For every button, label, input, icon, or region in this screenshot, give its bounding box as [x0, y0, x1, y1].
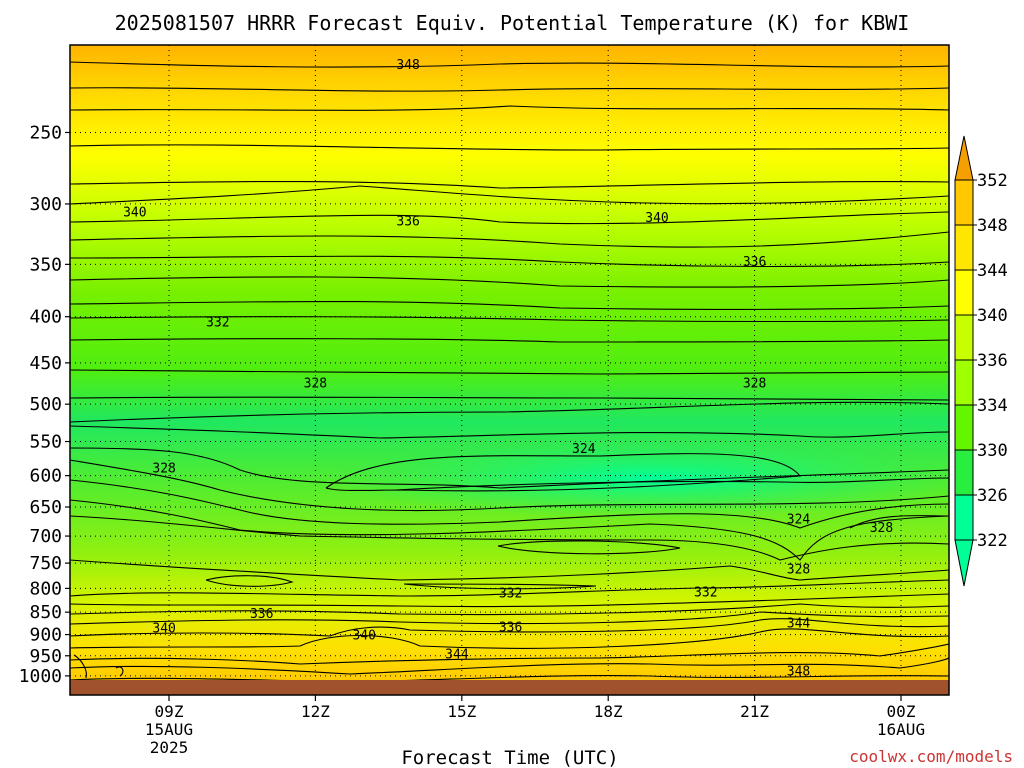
- y-tick-label: 600: [29, 466, 62, 487]
- colorbar-top-arrow: [954, 135, 974, 181]
- contour-label: 336: [499, 621, 522, 636]
- colorbar-bottom-arrow: [954, 539, 974, 587]
- contour-label: 332: [499, 586, 522, 601]
- colorbar-segment: [954, 314, 974, 361]
- x-tick-label: 15AUG: [145, 720, 193, 739]
- colorbar: 352 348 344 340 336 334 330 326 322: [954, 135, 1008, 587]
- contour-label: 340: [123, 206, 146, 221]
- colorbar-label: 348: [977, 216, 1008, 236]
- contour-label: 324: [572, 442, 596, 457]
- y-tick-label: 850: [29, 602, 62, 623]
- y-tick-label: 900: [29, 625, 62, 646]
- colorbar-label: 340: [977, 306, 1008, 326]
- contour-label: 328: [787, 562, 810, 577]
- y-tick-label: 800: [29, 578, 62, 599]
- x-tick-label: 18Z: [594, 702, 623, 721]
- x-tick-label: 00Z: [887, 702, 916, 721]
- colorbar-label: 336: [977, 351, 1008, 371]
- plot-area: [70, 45, 949, 695]
- y-tick-label: 1000: [19, 666, 62, 687]
- ground-layer: [70, 680, 949, 695]
- y-tick-label: 950: [29, 646, 62, 667]
- colorbar-label: 334: [977, 396, 1008, 416]
- y-tick-label: 350: [29, 254, 62, 275]
- contour-labels: 348 340 336 340 336 332 328 328 324 328 324 328 328 3…: [123, 58, 893, 679]
- watermark: coolwx.com/models: [849, 747, 1013, 766]
- contour-label: 340: [352, 629, 375, 644]
- colorbar-label: 344: [977, 261, 1008, 281]
- min-theta-e-core: [330, 438, 949, 518]
- colorbar-segment: [954, 269, 974, 316]
- y-tick-label: 500: [29, 394, 62, 415]
- colorbar-segment: [954, 359, 974, 406]
- contour-label: 336: [250, 607, 273, 622]
- y-tick-label: 450: [29, 353, 62, 374]
- colorbar-segment: [954, 179, 974, 226]
- contour-label: 328: [743, 376, 766, 391]
- contour-label: 344: [787, 617, 811, 632]
- colorbar-label: 322: [977, 531, 1008, 551]
- colorbar-label: 326: [977, 486, 1008, 506]
- chart-title: 2025081507 HRRR Forecast Equiv. Potentia…: [115, 11, 910, 35]
- contour-label: 328: [870, 521, 893, 536]
- contour-label: 348: [787, 664, 810, 679]
- colorbar-segment: [954, 494, 974, 541]
- contour-label: 332: [694, 585, 717, 600]
- colorbar-label: 352: [977, 171, 1008, 191]
- y-axis: 2503003504004505005506006507007508008509…: [19, 122, 70, 687]
- plot-frame: [69, 44, 950, 696]
- contour-label: 348: [396, 58, 419, 73]
- y-tick-label: 250: [29, 122, 62, 143]
- x-tick-label: 09Z: [155, 702, 184, 721]
- grid-lines: [70, 45, 949, 695]
- contour-label: 336: [396, 215, 419, 230]
- colorbar-segment: [954, 404, 974, 451]
- x-tick-label: 2025: [150, 738, 189, 757]
- y-tick-label: 650: [29, 497, 62, 518]
- contour-label: 336: [743, 255, 766, 270]
- contour-label: 328: [304, 376, 327, 391]
- contour-label: 340: [645, 211, 668, 226]
- x-tick-label: 12Z: [301, 702, 330, 721]
- colorbar-label: 330: [977, 441, 1008, 461]
- contour-lines: [70, 61, 949, 683]
- y-tick-label: 550: [29, 432, 62, 453]
- y-tick-label: 400: [29, 307, 62, 328]
- y-tick-label: 300: [29, 194, 62, 215]
- colorbar-segment: [954, 224, 974, 271]
- y-tick-label: 700: [29, 526, 62, 547]
- contour-label: 328: [152, 462, 175, 477]
- contour-label: 344: [445, 648, 469, 663]
- y-tick-label: 750: [29, 553, 62, 574]
- colorbar-segment: [954, 449, 974, 496]
- x-tick-label: 15Z: [447, 702, 476, 721]
- contour-label: 340: [152, 622, 175, 637]
- x-axis-title: Forecast Time (UTC): [401, 747, 618, 768]
- contour-label: 332: [206, 316, 229, 331]
- contour-label: 324: [787, 512, 811, 527]
- x-tick-label: 16AUG: [877, 720, 925, 739]
- x-tick-label: 21Z: [740, 702, 769, 721]
